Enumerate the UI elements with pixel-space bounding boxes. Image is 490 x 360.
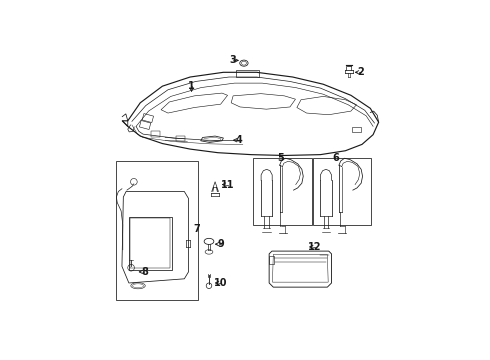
- Bar: [269, 256, 273, 264]
- Text: 9: 9: [217, 239, 224, 249]
- Bar: [140, 121, 151, 130]
- Text: 8: 8: [141, 267, 148, 277]
- Bar: [116, 161, 197, 300]
- Text: 2: 2: [357, 67, 364, 77]
- Text: 10: 10: [214, 278, 227, 288]
- Text: 11: 11: [221, 180, 234, 190]
- Text: 12: 12: [308, 242, 321, 252]
- Bar: [236, 70, 259, 77]
- Bar: [313, 158, 371, 225]
- Bar: [352, 127, 361, 132]
- Bar: [129, 217, 172, 270]
- Text: 7: 7: [194, 224, 200, 234]
- Bar: [142, 113, 153, 122]
- Bar: [253, 158, 312, 225]
- Text: 6: 6: [332, 153, 339, 163]
- Text: 1: 1: [188, 81, 195, 91]
- Text: 3: 3: [230, 55, 237, 66]
- Bar: [130, 219, 171, 268]
- Text: 5: 5: [277, 153, 284, 163]
- Text: 4: 4: [235, 135, 242, 145]
